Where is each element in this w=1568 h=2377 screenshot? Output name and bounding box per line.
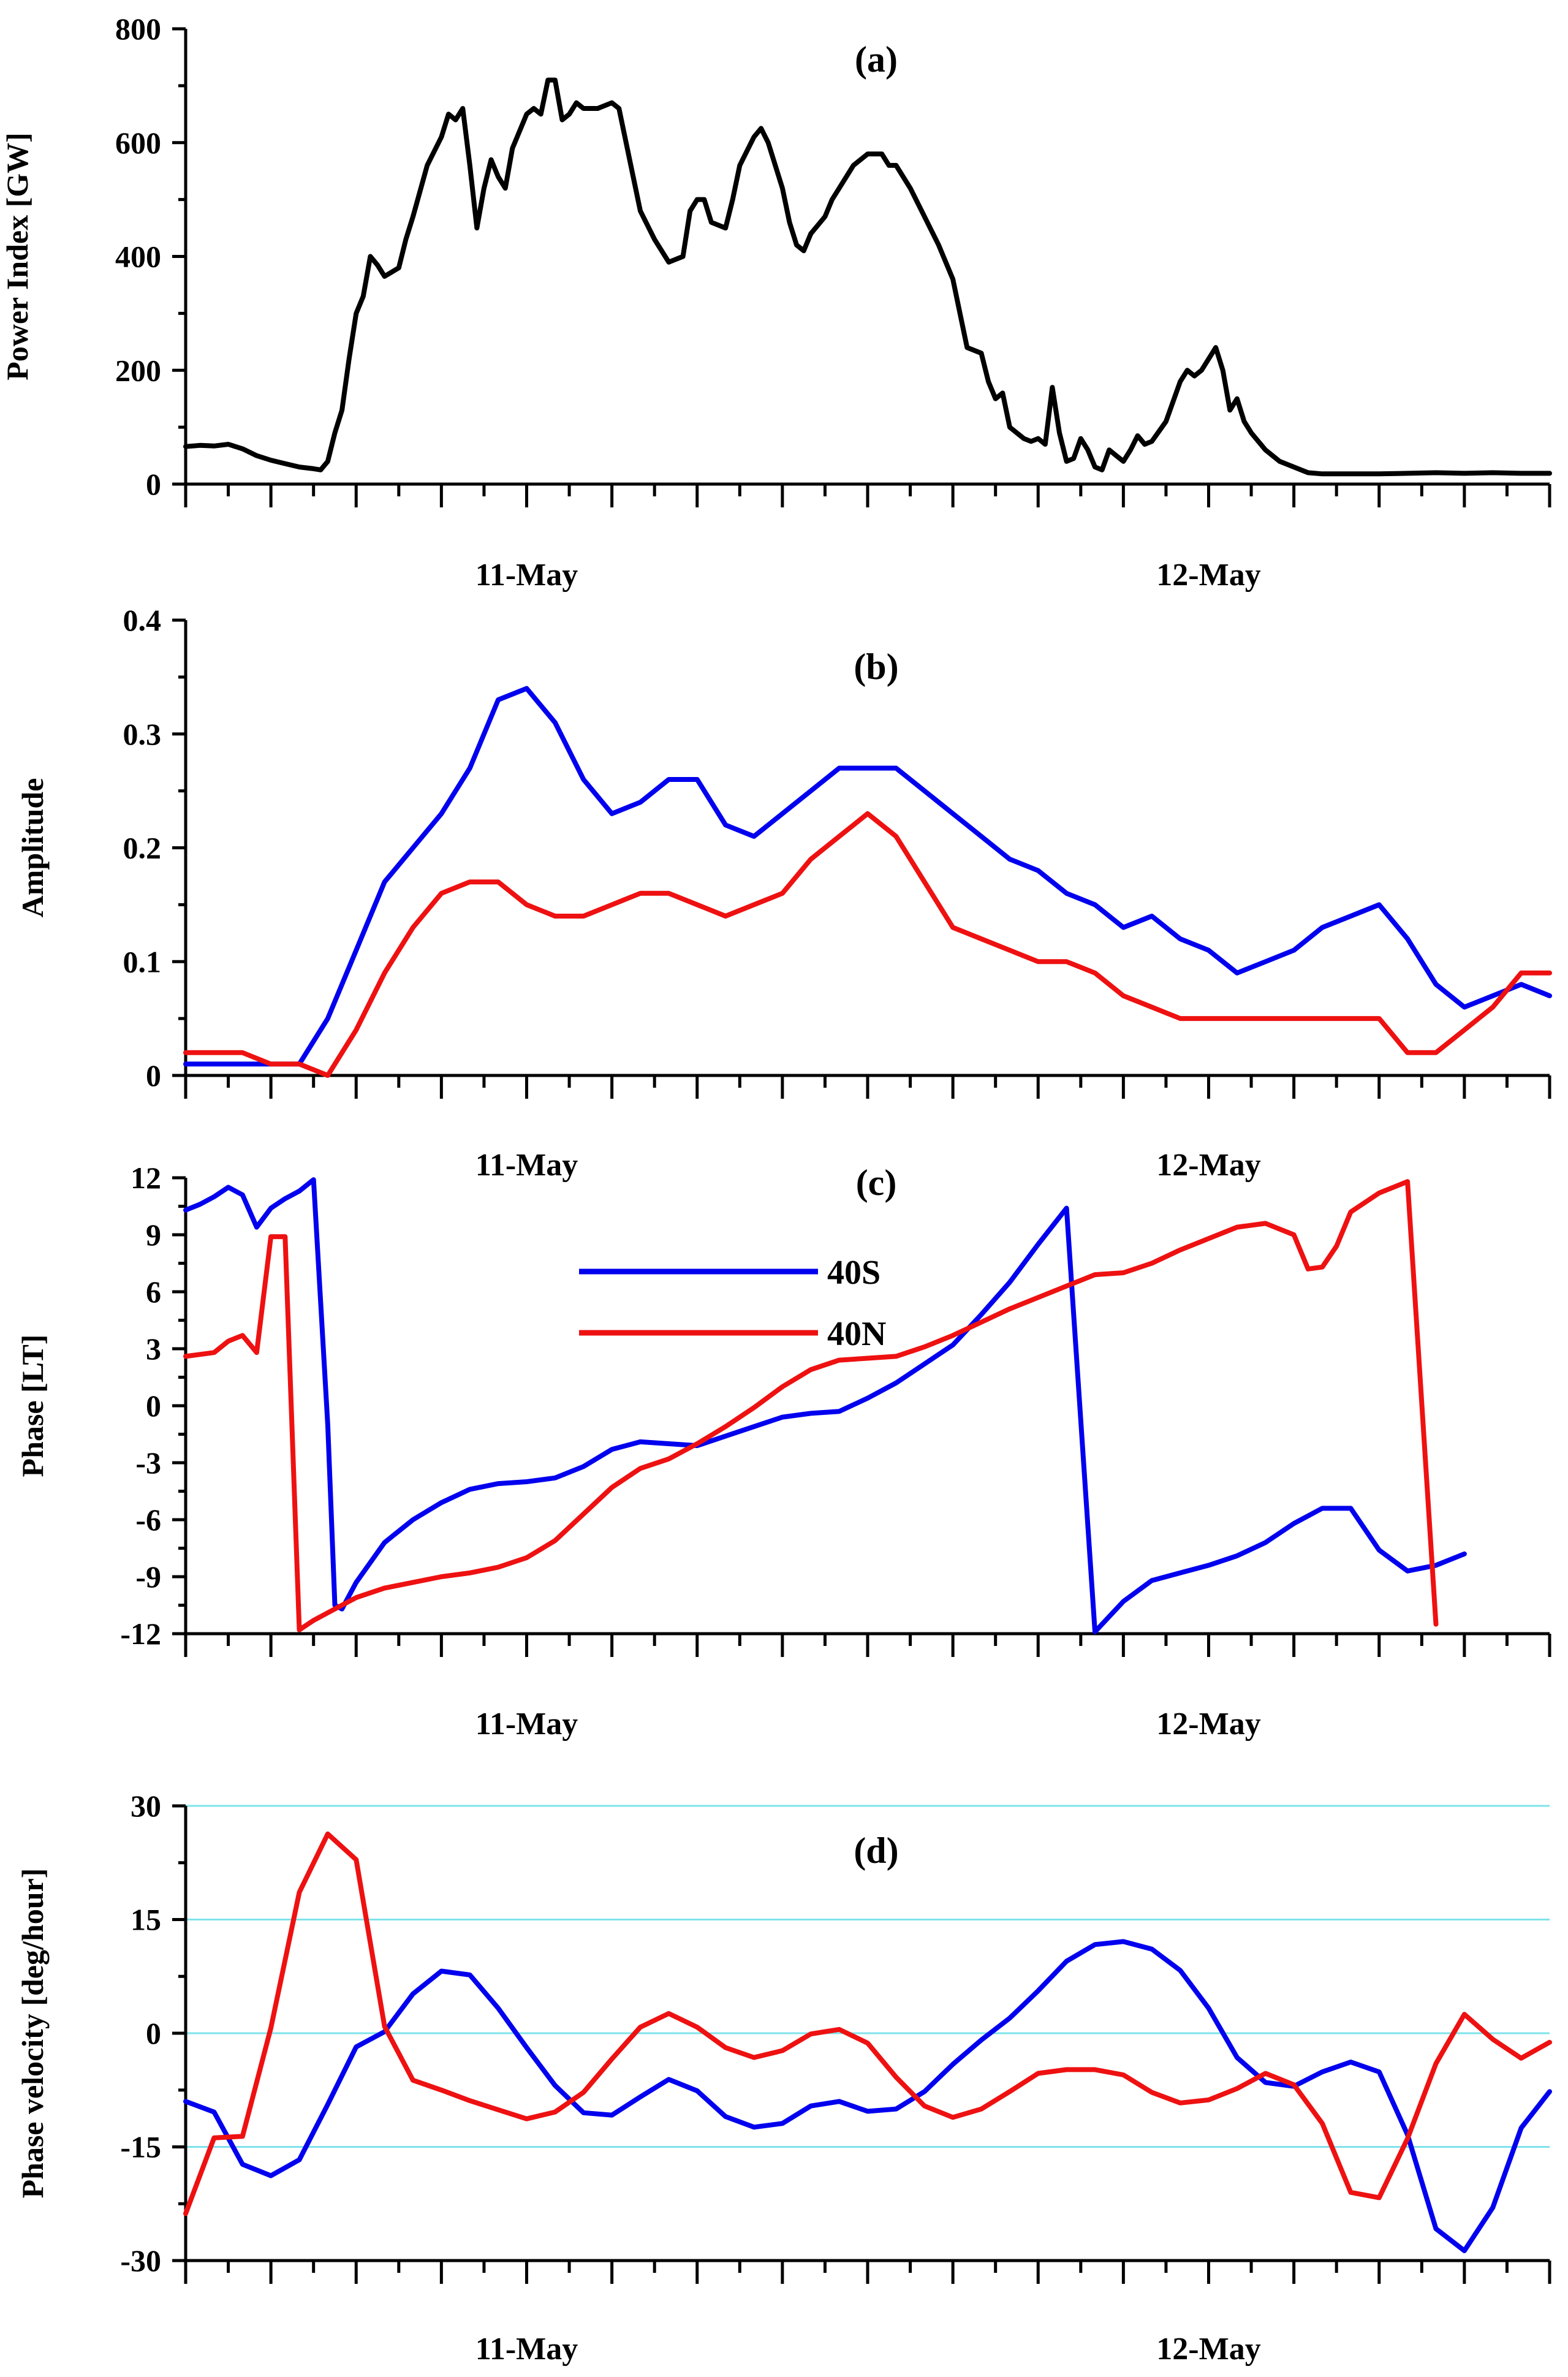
legend-label: 40N	[827, 1315, 886, 1353]
panel-label: (b)	[854, 646, 898, 687]
y-tick-label: -9	[135, 1560, 161, 1594]
y-tick-label: 15	[131, 1903, 161, 1937]
legend: 40S 40N	[579, 1254, 886, 1353]
panel-c: -12 -9 -6 -3 0 3 6 9 12 11-May 12-May (c) Phase [LT]…	[15, 1161, 1551, 1742]
panel-a: 0 200 400 600 800 11-May 12-May (a) Power Index …	[0, 12, 1552, 593]
y-axis-title: Amplitude	[15, 778, 50, 918]
y-axis-title: Phase velocity [deg/hour]	[15, 1868, 50, 2199]
x-date-label: 11-May	[475, 558, 578, 593]
y-tick-label: 600	[115, 126, 161, 160]
series-line-40s	[183, 686, 1552, 1067]
y-tick-label: 3	[146, 1332, 161, 1366]
y-tick-label: 0.3	[123, 717, 162, 751]
y-tick-label: 30	[131, 1789, 161, 1823]
y-tick-label: 0	[146, 467, 161, 501]
x-date-label: 11-May	[475, 2332, 578, 2367]
y-tick-label: 200	[115, 353, 161, 387]
y-tick-label: 0	[146, 1389, 161, 1423]
y-tick-label: -12	[120, 1617, 161, 1651]
panel-label: (c)	[856, 1162, 897, 1203]
series-line-40n	[183, 1179, 1439, 1632]
x-date-label: 11-May	[475, 1148, 578, 1183]
panel-label: (a)	[855, 39, 898, 80]
panel-d: -30 -15 0 15 30 11-May 12-May (d) Phase velocity…	[15, 1789, 1552, 2367]
y-tick-label: -3	[135, 1446, 161, 1480]
x-date-label: 12-May	[1156, 558, 1260, 593]
y-tick-label: 800	[115, 12, 161, 46]
y-tick-label: 0	[146, 2016, 161, 2050]
panel-b: 0 0.1 0.2 0.3 0.4 11-May 12-May (b) Amplitude	[15, 603, 1552, 1183]
y-tick-label: 0.2	[123, 831, 162, 865]
y-tick-label: -30	[120, 2243, 161, 2278]
y-tick-label: 0.4	[123, 603, 162, 637]
y-axis-title: Phase [LT]	[15, 1335, 50, 1477]
series-line-power-index	[183, 77, 1552, 477]
y-tick-label: 400	[115, 240, 161, 274]
y-tick-label: 12	[131, 1161, 161, 1195]
y-tick-label: 9	[146, 1218, 161, 1252]
series-line-40n	[183, 811, 1552, 1078]
y-tick-label: -15	[120, 2130, 161, 2164]
y-tick-label: 0	[146, 1058, 161, 1093]
series-line-40n	[183, 1831, 1552, 2216]
series-line-40s	[183, 1939, 1552, 2253]
x-date-label: 12-May	[1156, 1148, 1260, 1183]
x-date-label: 12-May	[1156, 2332, 1260, 2367]
x-date-label: 12-May	[1156, 1707, 1260, 1742]
x-date-label: 11-May	[475, 1707, 578, 1742]
y-tick-label: 0.1	[123, 944, 162, 979]
legend-label: 40S	[827, 1254, 881, 1292]
y-axis-title: Power Index [GW]	[0, 132, 34, 381]
series-line-40s	[183, 1177, 1467, 1634]
y-tick-label: -6	[135, 1503, 161, 1537]
panel-label: (d)	[854, 1830, 898, 1871]
y-tick-label: 6	[146, 1275, 161, 1309]
